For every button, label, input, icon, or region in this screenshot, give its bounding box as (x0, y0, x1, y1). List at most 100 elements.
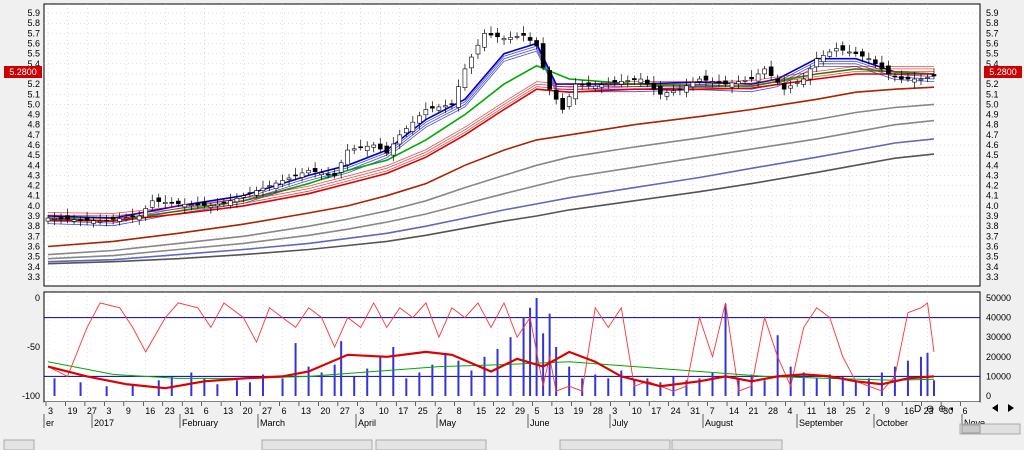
price-tick-label: 3.4 (27, 262, 40, 272)
candle-body (345, 149, 350, 166)
price-tick-label: 5.2 (27, 79, 40, 89)
candle-body (58, 217, 64, 220)
month-label: August (705, 418, 734, 428)
scrollbar-thumb[interactable] (961, 424, 981, 434)
day-label: 17 (398, 406, 408, 416)
day-label: 13 (554, 406, 564, 416)
candle-body (749, 76, 754, 80)
price-tick-label: 5.8 (986, 18, 999, 28)
price-tick-label: 5.0 (27, 99, 40, 109)
price-tick-label: 4.0 (27, 201, 40, 211)
candle-body (703, 75, 709, 81)
candle-body (540, 43, 546, 68)
day-label: 18 (826, 406, 836, 416)
candle-body (599, 84, 605, 88)
candle-body (794, 82, 800, 84)
candle-body (267, 185, 272, 187)
month-label: June (530, 418, 550, 428)
price-axis-right: 5.95.85.75.65.55.45.35.25.15.04.94.84.74… (986, 8, 999, 282)
month-label: July (612, 418, 629, 428)
price-tick-label: 4.9 (986, 110, 999, 120)
day-label: 29 (515, 406, 525, 416)
moving-average-line (47, 153, 935, 265)
candle-body (892, 75, 898, 78)
horizontal-scrollbar[interactable] (959, 423, 1021, 435)
candle-body (273, 182, 279, 189)
price-tick-label: 5.7 (27, 28, 40, 38)
moving-average-line (47, 86, 935, 248)
day-label: 4 (787, 406, 792, 416)
d-button[interactable]: D (914, 404, 921, 415)
scroll-right-icon[interactable] (1008, 404, 1014, 412)
sheet-tab[interactable] (559, 439, 671, 450)
candle-body (788, 85, 793, 89)
candle-body (260, 187, 266, 191)
zoom-out-icon[interactable]: ⊖ (926, 404, 934, 415)
day-label: 15 (476, 406, 486, 416)
candle-body (351, 148, 357, 151)
candle-body (215, 203, 220, 207)
candle-body (833, 48, 839, 52)
sheet-tab[interactable] (261, 439, 373, 450)
price-tick-label: 3.7 (986, 231, 999, 241)
candle-body (886, 65, 891, 75)
candle-body (390, 143, 396, 156)
sheet-tab[interactable] (375, 439, 487, 450)
sheet-tab[interactable] (3, 439, 35, 450)
candle-body (573, 83, 578, 100)
candle-body (586, 82, 592, 86)
price-tick-label: 5.6 (986, 39, 999, 49)
price-tick-label: 3.8 (27, 221, 40, 231)
candle-body (97, 220, 103, 223)
candle-body (202, 201, 207, 206)
candle-body (189, 204, 194, 206)
price-tick-label: 4.9 (27, 110, 40, 120)
candle-body (671, 90, 676, 93)
candle-body (768, 66, 774, 76)
zoom-in-icon[interactable]: ⊕ (938, 404, 946, 415)
oscillator-lines (47, 301, 935, 392)
day-label: 17 (651, 406, 661, 416)
volume-tick-label: 40000 (986, 313, 1011, 323)
candle-body (879, 62, 885, 70)
candle-body (423, 109, 429, 116)
candle-body (488, 33, 494, 36)
day-label: 9 (885, 406, 890, 416)
last-price-label-right: 5.2800 (989, 67, 1017, 77)
price-tick-label: 5.8 (27, 18, 40, 28)
candle-body (417, 115, 422, 124)
candle-body (149, 200, 155, 208)
candle-body (801, 78, 807, 85)
candle-body (462, 68, 468, 88)
candle-body (547, 70, 552, 90)
sheet-tab[interactable] (671, 439, 783, 450)
candle-body (931, 74, 937, 77)
candle-body (605, 83, 611, 85)
day-label: 3 (48, 406, 53, 416)
candle-body (579, 83, 585, 86)
price-tick-label: 3.4 (986, 262, 999, 272)
candle-body (475, 44, 481, 55)
day-label: 11 (807, 406, 816, 416)
candle-body (677, 88, 683, 91)
candle-body (364, 145, 370, 151)
price-tick-label: 3.9 (27, 211, 40, 221)
price-tick-label: 4.5 (986, 150, 999, 160)
candle-body (52, 218, 57, 220)
day-label: 6 (963, 406, 968, 416)
price-tick-label: 3.9 (986, 211, 999, 221)
day-label: 10 (632, 406, 642, 416)
day-label: 6 (204, 406, 209, 416)
month-label: Nove (964, 418, 985, 428)
candle-body (325, 173, 331, 176)
candle-body (130, 215, 135, 218)
day-label: 28 (768, 406, 778, 416)
price-tick-label: 4.2 (27, 181, 40, 191)
fit-icon[interactable]: ▪ (950, 404, 954, 415)
candle-body (736, 81, 741, 85)
scroll-left-icon[interactable] (992, 404, 998, 412)
candle-body (182, 203, 188, 208)
candle-body (371, 144, 377, 148)
day-label: 27 (262, 406, 272, 416)
